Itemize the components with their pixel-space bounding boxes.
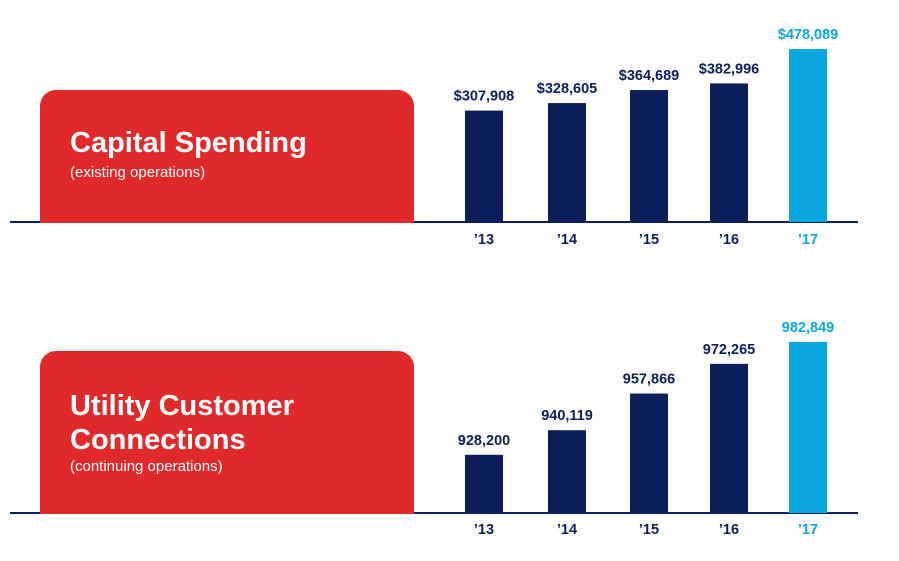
value-label-2: 957,866 [623, 372, 675, 388]
capital-spending-label-box: Capital Spending (existing operations) [40, 90, 414, 223]
bar-0 [465, 454, 503, 513]
capital-spending-title: Capital Spending [70, 127, 307, 159]
x-tick-label-4: ’17 [798, 232, 818, 248]
customer-connections-subtitle: (continuing operations) [70, 458, 223, 475]
bar-1 [548, 103, 586, 222]
value-label-4: $478,089 [778, 27, 838, 43]
capital-spending-subtitle: (existing operations) [70, 164, 206, 181]
bar-4 [789, 342, 827, 513]
value-label-0: $307,908 [454, 89, 514, 105]
customer-connections-panel: 928,200 ’13 940,119 ’14 957,866 ’15 972,265 ’16… [0, 280, 899, 561]
value-label-3: 972,265 [703, 342, 755, 358]
x-tick-label-1: ’14 [557, 522, 577, 538]
capital-spending-chart: $307,908 ’13 $328,605 ’14 $364,689 ’15 $382,99… [10, 27, 858, 248]
value-label-2: $364,689 [619, 68, 679, 84]
bar-2 [630, 393, 668, 513]
x-tick-label-0: ’13 [474, 522, 494, 538]
x-tick-label-3: ’16 [719, 522, 739, 538]
x-tick-label-2: ’15 [639, 522, 659, 538]
customer-connections-title: Utility Customer Connections [70, 390, 294, 456]
x-tick-label-2: ’15 [639, 232, 659, 248]
value-label-3: $382,996 [699, 61, 759, 77]
value-label-0: 928,200 [458, 433, 510, 449]
value-label-4: 982,849 [782, 320, 834, 336]
bar-2 [630, 90, 668, 222]
x-tick-label-1: ’14 [557, 232, 577, 248]
customer-connections-chart: 928,200 ’13 940,119 ’14 957,866 ’15 972,265 ’16… [10, 320, 858, 538]
bar-4 [789, 49, 827, 222]
bar-0 [465, 110, 503, 222]
x-tick-label-0: ’13 [474, 232, 494, 248]
bar-3 [710, 363, 748, 513]
value-label-1: 940,119 [541, 408, 593, 424]
x-tick-label-3: ’16 [719, 232, 739, 248]
x-tick-label-4: ’17 [798, 522, 818, 538]
bar-1 [548, 430, 586, 513]
value-label-1: $328,605 [537, 81, 597, 97]
bar-3 [710, 83, 748, 222]
customer-connections-label-box: Utility Customer Connections (continuing… [40, 351, 414, 514]
capital-spending-panel: $307,908 ’13 $328,605 ’14 $364,689 ’15 $382,99… [0, 0, 899, 280]
